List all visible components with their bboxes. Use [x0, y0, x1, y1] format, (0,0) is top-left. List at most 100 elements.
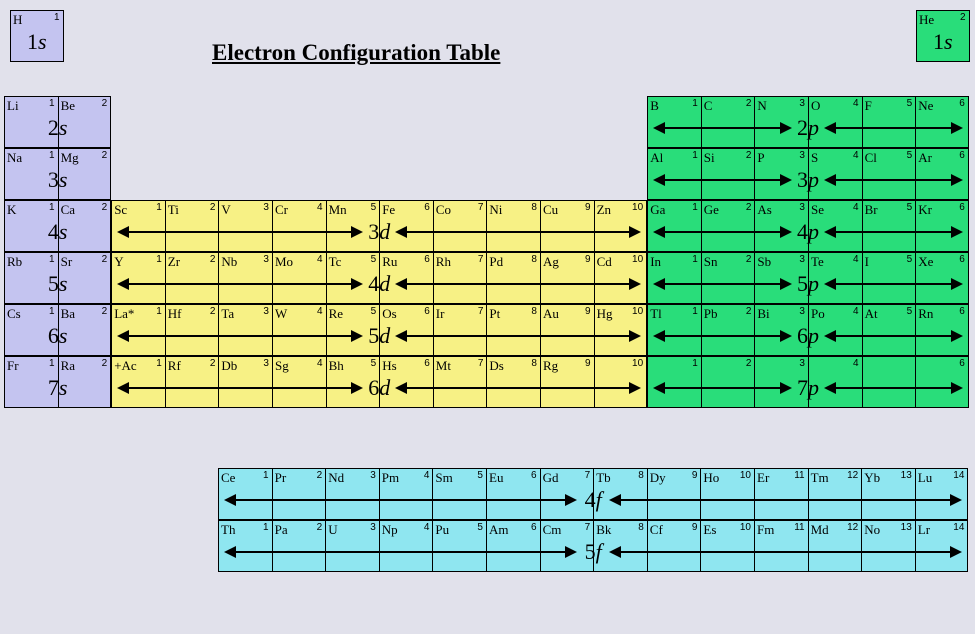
- electron-count: 12: [847, 470, 858, 481]
- d-block-row: +Ac1Rf2Db3Sg4Bh5Hs6Mt7Ds8Rg9106d: [111, 356, 647, 408]
- element-symbol: P: [757, 150, 764, 166]
- orbital-label: 5f: [585, 539, 602, 565]
- element-symbol: O: [811, 98, 820, 114]
- arrow-left: [226, 551, 575, 553]
- element-cell-h: H11s: [10, 10, 64, 62]
- element-symbol: In: [650, 254, 661, 270]
- electron-count: 8: [531, 254, 537, 265]
- element-symbol: V: [221, 202, 230, 218]
- arrow-right: [826, 283, 961, 285]
- element-cell: [862, 356, 917, 408]
- electron-count: 6: [959, 254, 965, 265]
- arrow-right: [826, 231, 961, 233]
- electron-count: 3: [799, 98, 805, 109]
- element-cell: Rf2: [165, 356, 220, 408]
- orbital-label: 5p: [797, 271, 819, 297]
- element-cell: Ho10: [700, 468, 755, 520]
- element-symbol: Bk: [596, 522, 611, 538]
- element-cell: U3: [325, 520, 380, 572]
- element-symbol: Sc: [114, 202, 127, 218]
- electron-count: 9: [585, 358, 591, 369]
- element-cell: Am6: [486, 520, 541, 572]
- arrow-left: [655, 283, 790, 285]
- electron-count: 2: [210, 306, 216, 317]
- electron-count: 9: [585, 306, 591, 317]
- electron-count: 10: [632, 358, 643, 369]
- element-symbol: Cm: [543, 522, 562, 538]
- arrow-right: [611, 551, 960, 553]
- element-symbol: Th: [221, 522, 235, 538]
- element-symbol: Rh: [436, 254, 451, 270]
- element-cell: At5: [862, 304, 917, 356]
- electron-count: 4: [424, 522, 430, 533]
- element-symbol: Er: [757, 470, 769, 486]
- electron-count: 6: [531, 522, 537, 533]
- element-cell: 2: [701, 356, 756, 408]
- arrow-left: [655, 231, 790, 233]
- element-cell: Rg9: [540, 356, 595, 408]
- s-block-row: Cs1Ba26s: [4, 304, 111, 356]
- element-cell: Ti2: [165, 200, 220, 252]
- element-symbol: Be: [61, 98, 75, 114]
- electron-count: 2: [746, 150, 752, 161]
- element-symbol: Xe: [918, 254, 933, 270]
- arrow-left: [655, 179, 790, 181]
- element-cell: Ge2: [701, 200, 756, 252]
- element-symbol: Se: [811, 202, 824, 218]
- arrow-right: [397, 387, 639, 389]
- element-cell: Md12: [808, 520, 863, 572]
- p-block-row: Ga1Ge2As3Se4Br5Kr64p: [647, 200, 969, 252]
- element-cell: Pu5: [432, 520, 487, 572]
- element-cell: Ir7: [433, 304, 488, 356]
- orbital-label: 2p: [797, 115, 819, 141]
- electron-count: 7: [478, 202, 484, 213]
- electron-count: 6: [959, 98, 965, 109]
- page-title: Electron Configuration Table: [212, 40, 500, 66]
- electron-count: 5: [477, 470, 483, 481]
- electron-count: 6: [959, 306, 965, 317]
- electron-count: 7: [478, 306, 484, 317]
- electron-count: 7: [478, 358, 484, 369]
- electron-count: 10: [632, 254, 643, 265]
- element-cell: V3: [218, 200, 273, 252]
- electron-count: 1: [692, 150, 698, 161]
- arrow-right: [826, 179, 961, 181]
- element-cell: Cr4: [272, 200, 327, 252]
- element-cell: Tm12: [808, 468, 863, 520]
- orbital-label: 7p: [797, 375, 819, 401]
- element-symbol: Rb: [7, 254, 22, 270]
- element-symbol: Ds: [489, 358, 503, 374]
- arrow-left: [226, 499, 575, 501]
- element-symbol: La*: [114, 306, 134, 322]
- orbital-label: 1s: [933, 29, 953, 55]
- electron-count: 13: [901, 470, 912, 481]
- electron-count: 4: [853, 98, 859, 109]
- electron-count: 14: [953, 522, 964, 533]
- element-symbol: Os: [382, 306, 396, 322]
- element-symbol: Dy: [650, 470, 666, 486]
- element-cell: Fm11: [754, 520, 809, 572]
- element-cell: Ag9: [540, 252, 595, 304]
- electron-count: 6: [959, 150, 965, 161]
- electron-count: 3: [263, 306, 269, 317]
- element-cell: Si2: [701, 148, 756, 200]
- element-symbol: Mt: [436, 358, 451, 374]
- electron-count: 10: [632, 202, 643, 213]
- element-symbol: Fe: [382, 202, 395, 218]
- d-block-row: Sc1Ti2V3Cr4Mn5Fe6Co7Ni8Cu9Zn103d: [111, 200, 647, 252]
- d-block-row: La*1Hf2Ta3W4Re5Os6Ir7Pt8Au9Hg105d: [111, 304, 647, 356]
- element-symbol: Ba: [61, 306, 75, 322]
- element-symbol: Gd: [543, 470, 559, 486]
- electron-count: 2: [746, 358, 752, 369]
- element-symbol: Re: [329, 306, 343, 322]
- arrow-left: [119, 231, 361, 233]
- electron-count: 9: [692, 522, 698, 533]
- element-symbol: Ta: [221, 306, 234, 322]
- electron-count: 1: [49, 202, 55, 213]
- electron-count: 1: [692, 254, 698, 265]
- element-symbol: Na: [7, 150, 22, 166]
- f-block-row: Th1Pa2U3Np4Pu5Am6Cm7Bk8Cf9Es10Fm11Md12No…: [218, 520, 968, 572]
- element-symbol: Cu: [543, 202, 558, 218]
- d-block-row: Y1Zr2Nb3Mo4Tc5Ru6Rh7Pd8Ag9Cd104d: [111, 252, 647, 304]
- electron-count: 5: [371, 202, 377, 213]
